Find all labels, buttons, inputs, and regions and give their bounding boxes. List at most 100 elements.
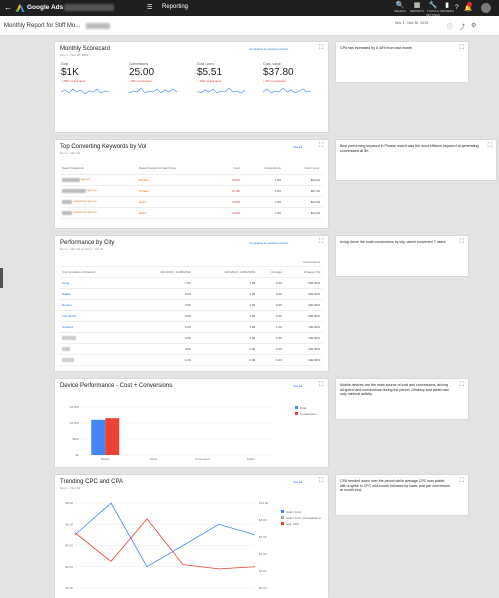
column-header[interactable]: 10/1/2019 - 10/31/2019 xyxy=(192,266,258,278)
table-row: agency Phrase 27.00 1.00 $27.00 xyxy=(60,185,322,197)
compare-link[interactable]: Compared to previous period xyxy=(249,47,288,51)
keyword-cell: marketing agency xyxy=(60,207,138,219)
series-line xyxy=(74,518,256,570)
tools-settings-button[interactable]: 🔧 TOOLS & SETTINGS xyxy=(425,2,441,17)
city-cell xyxy=(60,343,130,355)
table-group-header-row: Conversions xyxy=(60,258,322,267)
note-text: CPA trended down over the period while a… xyxy=(340,479,450,493)
menu-icon[interactable]: ☰ xyxy=(147,5,153,11)
see-all-link[interactable]: See all xyxy=(293,480,303,484)
y-tick-label-left: $0.00 xyxy=(65,586,73,590)
metric-delta: ↓ 9% vs previous xyxy=(129,79,152,83)
reports-icon: ▦ xyxy=(413,2,421,9)
column-header[interactable]: Conversions xyxy=(241,162,283,175)
expand-icon[interactable]: ⛶ xyxy=(459,239,464,245)
see-all-link[interactable]: See all xyxy=(293,145,303,149)
table-header-row: Search keyword Search keyword match type… xyxy=(60,162,322,175)
bar xyxy=(91,419,106,455)
keyword-text: marketing agency xyxy=(73,199,97,204)
empty-header xyxy=(257,258,284,267)
keyword-blurred xyxy=(62,177,80,182)
x-tick-label: Computers xyxy=(195,457,210,461)
bell-icon[interactable]: 🔔 xyxy=(464,5,473,12)
expand-icon[interactable]: ⛶ xyxy=(319,478,324,484)
see-all-link[interactable]: See all xyxy=(293,384,303,388)
value-cell: 2.00 xyxy=(129,321,193,333)
tool-label: REFRESH xyxy=(440,9,454,13)
expand-icon[interactable]: ⛶ xyxy=(319,45,324,51)
metric-value: $1K xyxy=(61,67,79,78)
column-header[interactable]: Search keyword xyxy=(60,162,138,175)
metric-delta: ↑ 12% vs previous xyxy=(197,79,222,83)
table-row: Fort Worth 3.00 1.00 2.00 200.00% xyxy=(60,310,322,322)
trend-card: Trending CPC and CPA Nov 1 - Nov 30 See … xyxy=(55,475,328,598)
column-header[interactable]: Change (%) xyxy=(283,266,322,278)
expand-icon[interactable]: ⛶ xyxy=(319,382,324,388)
city-cell: Irving xyxy=(60,277,130,289)
date-range-picker[interactable]: Nov 1 - Nov 30, 2019 xyxy=(395,21,429,25)
y-tick-label-left: $4.00 xyxy=(65,544,73,548)
column-header[interactable]: Cost / conv. xyxy=(282,162,322,175)
insight-note[interactable]: CPA has increased by 8.48% from last mon… xyxy=(336,42,468,82)
back-arrow-icon[interactable]: ← xyxy=(4,3,12,12)
insight-note[interactable]: Best performing keyword in Phrase match … xyxy=(336,140,496,180)
avatar[interactable] xyxy=(481,3,491,13)
search-tool-button[interactable]: 🔍 SEARCH xyxy=(392,2,408,14)
side-panel-handle[interactable] xyxy=(0,268,3,288)
expand-icon[interactable]: ⛶ xyxy=(319,143,324,149)
metric-value: $37.80 xyxy=(263,67,294,78)
value-cell: 100.00% xyxy=(283,332,322,344)
city-blurred xyxy=(62,335,76,340)
value-cell: 1.00 xyxy=(129,354,193,366)
keyword-cell: agency xyxy=(60,185,138,197)
expand-icon[interactable]: ⛶ xyxy=(319,239,324,245)
insight-note[interactable]: Mobile devices are the main source of co… xyxy=(336,379,468,419)
expand-icon[interactable]: ⛶ xyxy=(459,45,464,51)
column-header[interactable]: City (Location of Interest) xyxy=(60,266,130,278)
value-cell: 2.00 xyxy=(257,343,284,355)
metric-cost-per-conv: Cost / conv. $5.51 ↑ 12% vs previous xyxy=(196,62,247,101)
note-text: Mobile devices are the main source of co… xyxy=(340,383,449,397)
keyword-cell: agency xyxy=(60,174,138,186)
value-cell: 500.00% xyxy=(283,288,322,300)
note-text: CPA has increased by 8.48% from last mon… xyxy=(340,46,414,50)
value-cell: 600.00% xyxy=(283,277,322,289)
help-icon[interactable]: ? xyxy=(455,4,459,11)
value-cell: 0.00 xyxy=(192,354,258,366)
value-cell: 200.00% xyxy=(283,299,322,311)
cost-cell: 13.00 xyxy=(218,196,242,208)
scorecard-card: Monthly Scorecard Nov 1 - Nov 30, 2019 C… xyxy=(55,42,328,132)
value-cell: 100.00% xyxy=(283,321,322,333)
share-icon[interactable]: ⤴ xyxy=(459,25,466,31)
compare-link[interactable]: Compared to previous period xyxy=(249,241,288,245)
table-row: 1.00 0.00 1.00 100.00% xyxy=(60,354,322,366)
trend-line-chart: $8.00 $6.00 $4.00 $2.00 $0.00 $10.00 $8.00 $6.0… xyxy=(65,501,320,590)
insight-note[interactable]: Irving drove the most conversions by cit… xyxy=(336,236,468,276)
value-cell: 6.00 xyxy=(129,288,193,300)
legend-swatch xyxy=(281,522,284,525)
value-cell: 1.00 xyxy=(257,332,284,344)
section-title: Reporting xyxy=(162,4,189,10)
expand-icon[interactable]: ⛶ xyxy=(459,478,464,484)
column-header[interactable]: Search keyword match type xyxy=(137,162,219,175)
column-header[interactable]: Change xyxy=(257,266,284,278)
settings-icon[interactable]: ⚙ xyxy=(471,23,477,29)
legend-label: Cost / conv. xyxy=(286,510,302,514)
city-performance-card: Performance by City Nov 1 - Nov 30 vs Oc… xyxy=(55,236,328,371)
insight-note[interactable]: CPA trended down over the period while a… xyxy=(336,475,468,515)
value-cell: 6.00 xyxy=(257,277,284,289)
value-cell: 0.00 xyxy=(192,343,258,355)
series-line xyxy=(74,502,256,568)
legend-swatch xyxy=(281,510,284,513)
legend-label: Conversions xyxy=(300,412,317,416)
refresh-tool-button[interactable]: ▮ REFRESH xyxy=(439,2,455,14)
expand-icon[interactable]: ⛶ xyxy=(487,143,492,149)
info-icon[interactable]: ⓘ xyxy=(447,25,454,31)
column-header[interactable]: Cost xyxy=(218,162,242,175)
city-cell xyxy=(60,354,130,366)
column-header[interactable]: 11/1/2019 - 11/30/2019 xyxy=(129,266,193,278)
expand-icon[interactable]: ⛶ xyxy=(459,382,464,388)
card-subtitle: Nov 1 - Nov 30 xyxy=(60,486,81,490)
reports-tool-button[interactable]: ▦ REPORTS xyxy=(409,2,425,14)
card-subtitle: Nov 1 - Nov 30, 2019 xyxy=(60,53,89,57)
